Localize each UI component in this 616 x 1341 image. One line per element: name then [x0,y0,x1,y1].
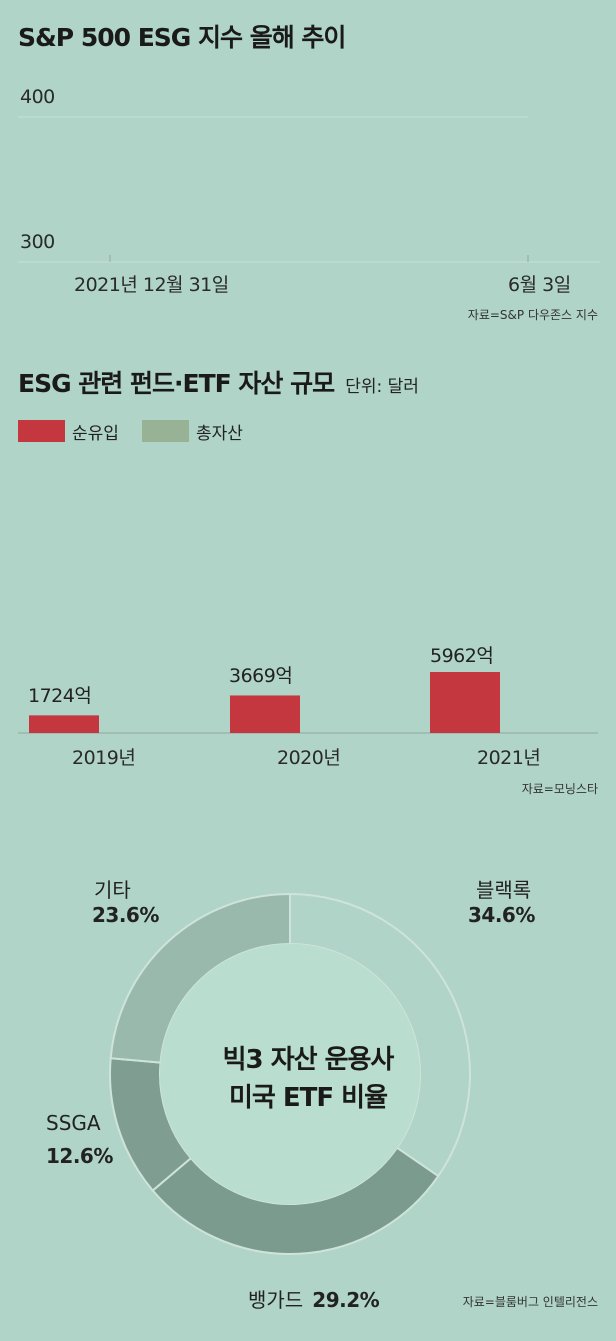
donut-group [109,892,472,1255]
bar-chart-title: ESG 관련 펀드·ETF 자산 규모 [18,369,335,398]
slice-caption-vanguard: 뱅가드 29.2% [248,1284,380,1313]
slice-label-ssga: SSGA [46,1111,101,1135]
bar-2019년 [29,715,99,733]
y-tick-400: 400 [20,86,55,108]
donut-title-line1: 빅3 자산 운용사 [222,1045,395,1075]
legend-label-inflow: 순유입 [72,424,119,444]
bar-value-label-2020: 3669억 [229,665,293,687]
donut-source: 자료=블룸버그 인텔리전스 [462,1295,598,1309]
legend-swatch-inflow [18,420,65,442]
slice-value-ssga: 12.6% [46,1144,113,1168]
donut-title-line2: 미국 ETF 비율 [228,1083,388,1113]
x-tick-label-end: 6월 3일 [508,274,571,296]
slice-value-vanguard: 29.2% [312,1288,380,1312]
bar-chart-unit: 단위: 달러 [345,377,419,397]
bar-group [29,672,500,733]
line-chart-title: S&P 500 ESG 지수 올해 추이 [18,23,346,52]
bar-2021년 [430,672,500,733]
slice-label-other: 기타 [94,878,131,902]
bar-2020년 [230,695,300,733]
bar-category-2019: 2019년 [72,747,136,769]
slice-label-blackrock: 블랙록 [476,878,532,902]
bar-chart-source: 자료=모닝스타 [521,782,598,796]
bar-category-2020: 2020년 [277,747,341,769]
x-tick-label-start: 2021년 12월 31일 [74,274,229,296]
legend-label-total: 총자산 [196,424,243,444]
bar-value-label-2021: 5962억 [430,645,494,667]
donut-center-title: 빅3 자산 운용사 미국 ETF 비율 [188,1041,428,1117]
slice-value-blackrock: 34.6% [468,903,535,927]
bar-category-2021: 2021년 [477,747,541,769]
donut-center [160,944,420,1204]
slice-label-vanguard: 뱅가드 [248,1288,304,1312]
legend-swatch-total [142,420,189,442]
y-tick-300: 300 [20,231,55,253]
bar-value-label-2019: 1724억 [28,685,92,707]
slice-value-other: 23.6% [92,903,159,927]
bar-chart-header: ESG 관련 펀드·ETF 자산 규모 단위: 달러 [18,364,419,400]
line-chart-source: 자료=S&P 다우존스 지수 [467,308,598,322]
